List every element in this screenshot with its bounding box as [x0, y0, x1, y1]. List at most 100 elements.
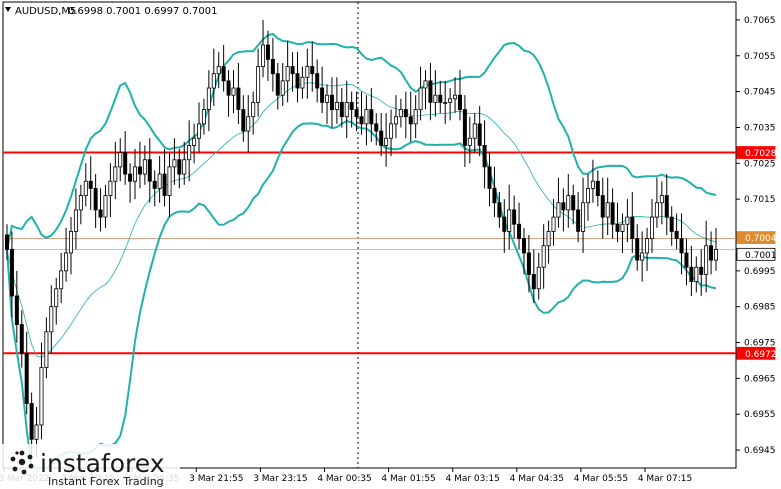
y-tick-label: 0.6975: [744, 339, 776, 349]
candle-body: [275, 73, 280, 96]
y-tick-label: 0.7015: [744, 195, 776, 205]
candle-body: [93, 187, 98, 211]
y-tick-label: 0.7035: [744, 123, 776, 133]
candle-body: [369, 109, 374, 125]
candle-body: [54, 288, 59, 308]
candle-body: [177, 159, 182, 175]
price-tag-label: 0.7001: [745, 251, 777, 261]
candle-body: [384, 137, 389, 146]
candle-body: [699, 266, 704, 275]
candle-body: [64, 252, 69, 272]
x-tick-label: 4 Mar 01:55: [381, 474, 435, 484]
candle-body: [649, 216, 654, 239]
instaforex-watermark: instaforex Instant Forex Trading: [0, 444, 180, 489]
y-tick-label: 0.6965: [744, 374, 776, 384]
y-tick-label: 0.6985: [744, 303, 776, 313]
x-tick-label: 4 Mar 07:15: [638, 474, 692, 484]
candle-body: [39, 367, 44, 426]
candle-body: [9, 248, 14, 297]
bollinger-middle-band: [6, 82, 717, 358]
candle-body: [595, 180, 600, 196]
x-tick-label: 4 Mar 04:35: [510, 474, 564, 484]
candle-body: [315, 73, 320, 89]
candle-body: [482, 144, 487, 168]
candle-body: [689, 266, 694, 282]
candle-body: [531, 274, 536, 290]
candle-body: [157, 173, 162, 189]
candle-body: [389, 123, 394, 139]
candle-body: [310, 66, 315, 75]
candle-body: [551, 216, 556, 232]
y-tick-label: 0.6995: [744, 267, 776, 277]
candle-body: [669, 216, 674, 232]
candle-body: [453, 94, 458, 100]
candle-body: [625, 216, 630, 225]
candle-body: [679, 238, 684, 254]
candle-body: [664, 195, 669, 218]
candle-body: [364, 109, 369, 125]
candle-body: [477, 123, 482, 146]
candle-body: [359, 116, 364, 125]
candle-body: [236, 87, 241, 110]
y-tick-label: 0.6955: [744, 410, 776, 420]
candle-body: [654, 202, 659, 218]
candle-body: [374, 123, 379, 132]
candle-body: [536, 266, 541, 290]
candle-body: [408, 116, 413, 125]
candle-body: [270, 58, 275, 75]
candle-body: [187, 144, 192, 161]
candle-body: [433, 94, 438, 103]
price-tag-box: [736, 146, 776, 159]
candle-body: [226, 80, 231, 96]
candle-body: [88, 180, 93, 189]
candle-body: [487, 166, 492, 189]
candle-body: [19, 324, 24, 354]
candles-layer: [5, 19, 719, 461]
candle-body: [674, 231, 679, 239]
y-tick-label: 0.7065: [744, 16, 776, 26]
candle-body: [201, 109, 206, 125]
candle-body: [241, 109, 246, 132]
symbol-label: AUDUSD,M5: [15, 6, 76, 17]
chart-header: AUDUSD,M5 0.6998 0.7001 0.6997 0.7001: [5, 6, 218, 17]
candle-body: [305, 66, 310, 78]
candle-body: [640, 252, 645, 261]
candle-body: [197, 123, 202, 139]
candle-body: [512, 209, 517, 225]
candle-body: [457, 94, 462, 110]
candle-body: [29, 403, 34, 440]
candle-body: [467, 137, 472, 146]
candle-body: [541, 245, 546, 268]
price-tag-box: [736, 247, 776, 261]
candle-body: [571, 195, 576, 211]
candle-body: [5, 234, 10, 250]
candle-body: [137, 166, 142, 175]
y-tick-label: 0.7025: [744, 159, 776, 169]
candle-body: [221, 66, 226, 82]
candle-body: [645, 238, 650, 254]
x-tick-label: 4 Mar 03:15: [446, 474, 500, 484]
dropdown-triangle-icon[interactable]: [5, 7, 11, 12]
candle-body: [630, 216, 635, 239]
candle-body: [206, 87, 211, 110]
candle-body: [600, 195, 605, 218]
candle-body: [78, 195, 83, 211]
candle-body: [443, 101, 448, 104]
candle-body: [261, 44, 266, 67]
ohlc-values: 0.6998 0.7001 0.6997 0.7001: [68, 6, 218, 17]
candle-body: [147, 159, 152, 182]
candle-body: [635, 238, 640, 261]
candle-body: [118, 152, 123, 168]
price-tag-label: 0.7028: [745, 149, 777, 159]
candle-body: [334, 101, 339, 110]
candle-body: [659, 195, 664, 204]
candle-body: [438, 94, 443, 103]
price-tag-box: [736, 231, 776, 244]
candle-body: [590, 180, 595, 189]
candle-body: [339, 101, 344, 118]
candle-body: [280, 80, 285, 96]
candle-body: [133, 166, 138, 182]
candle-body: [83, 180, 88, 196]
